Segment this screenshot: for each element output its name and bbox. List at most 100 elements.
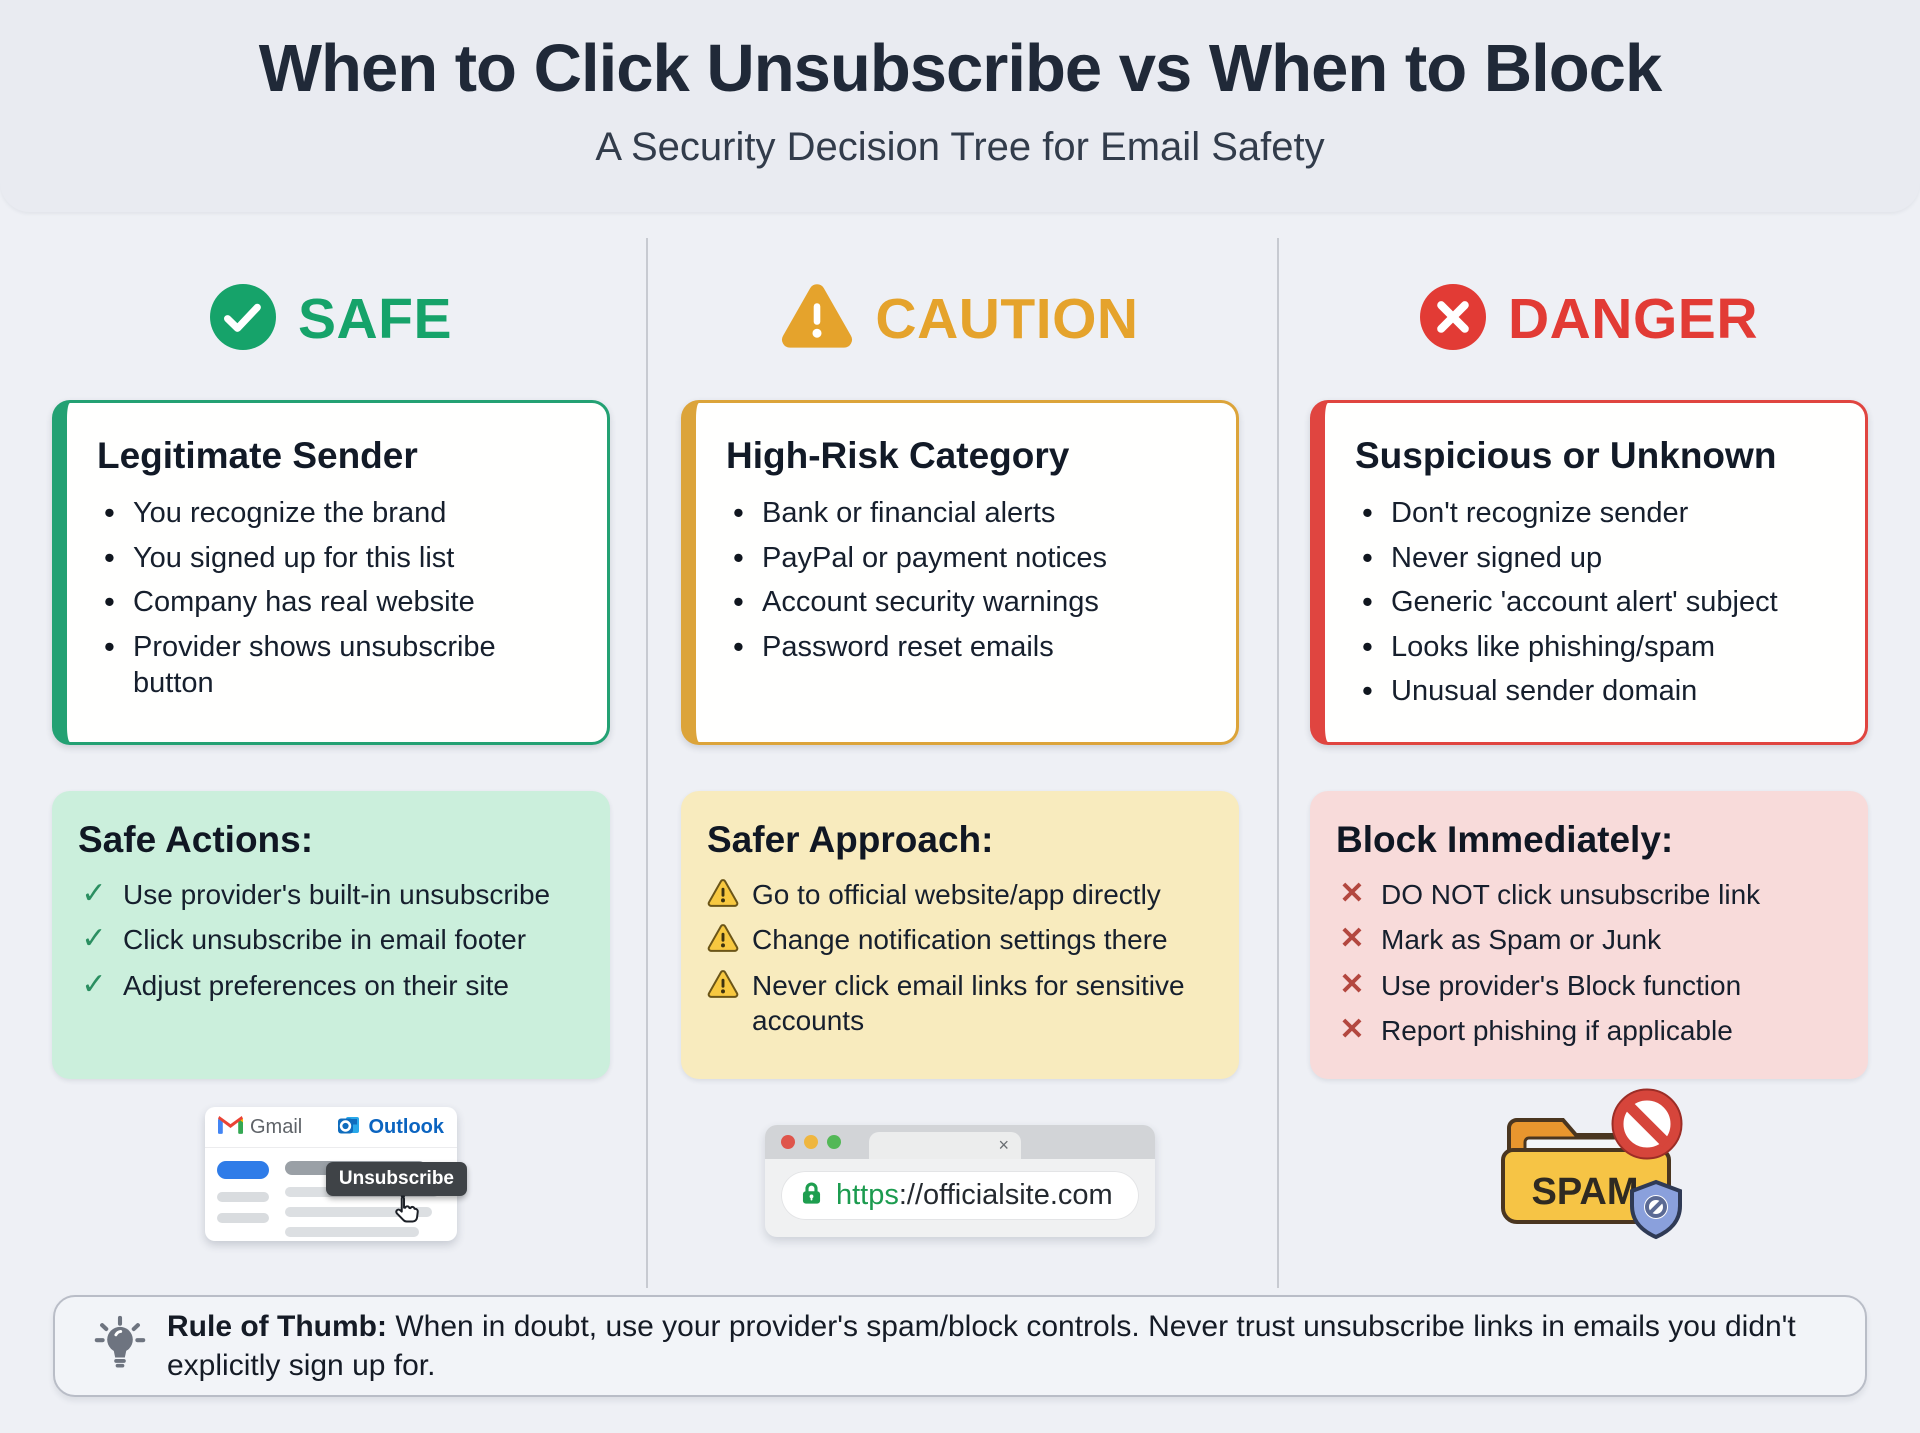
close-dot-icon	[781, 1135, 795, 1149]
outlook-brand: Outlook	[337, 1113, 444, 1142]
list-item: Go to official website/app directly	[707, 877, 1219, 912]
list-item: Change notification settings there	[707, 922, 1219, 957]
check-circle-icon	[209, 283, 276, 355]
rule-of-thumb-body: When in doubt, use your provider's spam/…	[167, 1310, 1796, 1382]
email-line	[285, 1227, 420, 1237]
url-rest: ://officialsite.com	[898, 1179, 1113, 1211]
email-line	[285, 1207, 433, 1217]
list-item: Never click email links for sensitive ac…	[707, 968, 1219, 1039]
mail-mock-sidebar	[217, 1161, 273, 1247]
safe-actions-card: Safe Actions: ✓ Use provider's built-in …	[52, 791, 610, 1079]
outlook-icon	[337, 1113, 361, 1142]
traffic-light-icons	[781, 1135, 841, 1149]
list-item: Generic 'account alert' subject	[1355, 582, 1839, 621]
rule-of-thumb-text: Rule of Thumb: When in doubt, use your p…	[167, 1307, 1865, 1385]
list-item: PayPal or payment notices	[726, 538, 1210, 577]
checkmark-icon: ✓	[81, 877, 107, 910]
list-item: Password reset emails	[726, 627, 1210, 666]
mail-mock-window: Gmail Outlook	[205, 1107, 467, 1241]
list-item: ✕ Report phishing if applicable	[1336, 1013, 1848, 1048]
spam-folder-icon: SPAM	[1501, 1088, 1683, 1240]
url-scheme: https	[836, 1179, 899, 1211]
hand-cursor-icon	[389, 1193, 423, 1232]
list-item: ✓ Click unsubscribe in email footer	[78, 922, 590, 957]
criteria-list: Bank or financial alerts PayPal or payme…	[726, 493, 1210, 666]
list-item: ✓ Use provider's built-in unsubscribe	[78, 877, 590, 912]
column-caution: CAUTION High-Risk Category Bank or finan…	[681, 212, 1239, 1237]
gmail-brand: Gmail	[218, 1115, 302, 1139]
safe-label: SAFE	[297, 287, 453, 351]
column-divider-2	[1277, 238, 1279, 1288]
x-mark-icon: ✕	[1339, 967, 1365, 1001]
page-subtitle: A Security Decision Tree for Email Safet…	[595, 125, 1325, 169]
card-title: Legitimate Sender	[97, 435, 418, 476]
header-band: When to Click Unsubscribe vs When to Blo…	[0, 0, 1920, 212]
checkmark-icon: ✓	[81, 922, 107, 956]
list-item: Account security warnings	[726, 582, 1210, 621]
card-title: Suspicious or Unknown	[1355, 435, 1777, 476]
caution-label: CAUTION	[875, 287, 1139, 351]
criteria-list: Don't recognize sender Never signed up G…	[1355, 493, 1839, 710]
rule-of-thumb-banner: Rule of Thumb: When in doubt, use your p…	[53, 1295, 1867, 1397]
list-item: ✕ DO NOT click unsubscribe link	[1336, 877, 1848, 912]
card-title: Safe Actions:	[78, 819, 314, 860]
tab-close-icon: ×	[998, 1135, 1009, 1155]
column-divider-1	[646, 238, 648, 1288]
address-bar: https://officialsite.com	[781, 1171, 1139, 1220]
unsubscribe-tooltip: Unsubscribe	[325, 1162, 467, 1196]
list-item: ✕ Mark as Spam or Junk	[1336, 922, 1848, 957]
mail-mock-header: Gmail Outlook	[205, 1107, 457, 1148]
browser-illustration: × https://officialsite.com	[681, 1107, 1239, 1237]
x-mark-icon: ✕	[1339, 877, 1365, 910]
caution-header: CAUTION	[681, 282, 1239, 356]
maximize-dot-icon	[827, 1135, 841, 1149]
column-safe: SAFE Legitimate Sender You recognize the…	[52, 212, 610, 1241]
list-item: You recognize the brand	[97, 493, 581, 532]
compose-button-shape	[217, 1161, 269, 1179]
list-item: Don't recognize sender	[1355, 493, 1839, 532]
outlook-label: Outlook	[368, 1115, 444, 1138]
sidebar-bar	[217, 1213, 269, 1223]
warning-triangle-icon	[781, 283, 853, 355]
actions-list: ✕ DO NOT click unsubscribe link ✕ Mark a…	[1336, 877, 1848, 1048]
list-item: Bank or financial alerts	[726, 493, 1210, 532]
warning-icon	[707, 922, 739, 953]
url-text: https://officialsite.com	[836, 1179, 1113, 1212]
criteria-list: You recognize the brand You signed up fo…	[97, 493, 581, 702]
card-title: Safer Approach:	[707, 819, 994, 860]
danger-header: DANGER	[1310, 282, 1868, 356]
x-mark-icon: ✕	[1339, 1012, 1365, 1046]
list-item: Provider shows unsubscribe button	[97, 627, 581, 702]
lock-icon	[798, 1180, 825, 1212]
list-item: ✕ Use provider's Block function	[1336, 968, 1848, 1003]
page-title: When to Click Unsubscribe vs When to Blo…	[258, 31, 1662, 106]
minimize-dot-icon	[804, 1135, 818, 1149]
x-mark-icon: ✕	[1339, 922, 1365, 956]
card-title: High-Risk Category	[726, 435, 1070, 476]
browser-tab: ×	[869, 1132, 1021, 1159]
column-danger: DANGER Suspicious or Unknown Don't recog…	[1310, 212, 1868, 1247]
warning-icon	[707, 877, 739, 908]
list-item: You signed up for this list	[97, 538, 581, 577]
actions-list: Go to official website/app directly Chan…	[707, 877, 1219, 1038]
list-item: Unusual sender domain	[1355, 671, 1839, 710]
actions-list: ✓ Use provider's built-in unsubscribe ✓ …	[78, 877, 590, 1003]
high-risk-card: High-Risk Category Bank or financial ale…	[681, 400, 1239, 745]
list-item: Looks like phishing/spam	[1355, 627, 1839, 666]
gmail-label: Gmail	[250, 1115, 303, 1138]
danger-label: DANGER	[1507, 287, 1758, 351]
checkmark-icon: ✓	[81, 967, 107, 1001]
legitimate-sender-card: Legitimate Sender You recognize the bran…	[52, 400, 610, 745]
safe-header: SAFE	[52, 282, 610, 356]
sidebar-bar	[217, 1192, 269, 1202]
card-title: Block Immediately:	[1336, 819, 1674, 860]
list-item: Company has real website	[97, 582, 581, 621]
list-item: Never signed up	[1355, 538, 1839, 577]
safer-approach-card: Safer Approach: Go to official website/a…	[681, 791, 1239, 1079]
block-immediately-card: Block Immediately: ✕ DO NOT click unsubs…	[1310, 791, 1868, 1079]
list-item: ✓ Adjust preferences on their site	[78, 968, 590, 1003]
browser-mock-window: × https://officialsite.com	[765, 1125, 1155, 1237]
gmail-icon	[218, 1115, 243, 1139]
rule-of-thumb-lead: Rule of Thumb:	[167, 1310, 387, 1343]
